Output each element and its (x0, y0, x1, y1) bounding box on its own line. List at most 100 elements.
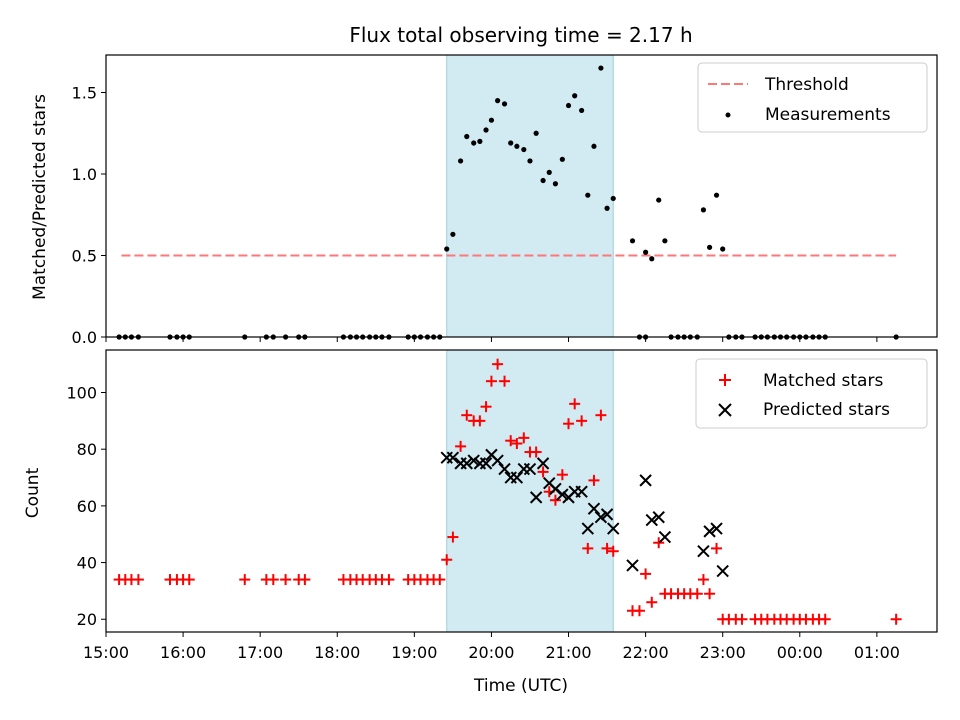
bottom-legend-box (695, 358, 928, 429)
predicted-star-point (716, 564, 729, 578)
matched-star-point (607, 545, 619, 557)
predicted-star-point (703, 525, 716, 538)
predicted-star-point (626, 559, 639, 572)
matched-star-point (132, 574, 144, 586)
measurement-point (591, 143, 597, 149)
top-legend: Threshold Measurements (697, 62, 928, 133)
bottom-plot: 20 40 60 80 100 15:00 16:00 17:00 18:00 19:00 20:… (23, 349, 938, 696)
measurement-point (508, 140, 514, 146)
top-legend-box (697, 62, 928, 133)
matched-star-point (569, 398, 581, 410)
measurement-point (495, 98, 501, 104)
matched-star-point (890, 613, 902, 625)
matched-star-point (441, 554, 453, 566)
matched-star-point (461, 409, 473, 421)
matched-star-point (633, 605, 645, 617)
bottom-y-axis-label: Count (23, 467, 43, 518)
measurement-point (521, 146, 527, 153)
x-tick-label: 21:00 (545, 643, 591, 662)
legend-matched-label: Matched stars (763, 371, 883, 391)
matched-star-point (819, 613, 831, 625)
x-tick-label: 23:00 (700, 643, 746, 662)
measurement-point (540, 177, 546, 184)
measurement-point (546, 169, 552, 175)
predicted-star-point (607, 522, 620, 535)
x-tick-label: 18:00 (314, 643, 360, 662)
x-tick-label: 15:00 (83, 643, 129, 662)
top-plot-frame (105, 54, 938, 338)
predicted-star-point (575, 485, 588, 498)
measurement-point (464, 133, 470, 140)
predicted-star-point (467, 454, 480, 467)
measurement-point (565, 102, 572, 109)
measurement-point (598, 65, 604, 71)
legend-threshold-label: Threshold (764, 75, 849, 95)
matched-star-point (474, 415, 486, 427)
matched-star-point (183, 574, 195, 586)
top-y-tick-label: 0.5 (72, 246, 97, 265)
figure-title: Flux total observing time = 2.17 h (349, 23, 692, 47)
predicted-star-point (479, 457, 493, 470)
matched-star-point (280, 574, 292, 586)
matched-star-point (691, 588, 703, 600)
predicted-star-point (536, 457, 550, 470)
legend-predicted-label: Predicted stars (763, 400, 890, 420)
matched-star-point (485, 375, 497, 387)
bottom-y-tick-label: 40 (77, 554, 97, 573)
x-tick-label: 19:00 (391, 643, 437, 662)
matched-star-point (595, 409, 607, 421)
matched-star-point (447, 531, 459, 543)
predicted-star-point (652, 511, 665, 524)
measurement-point (527, 158, 533, 164)
measurement-point (713, 192, 720, 198)
x-tick-label: 16:00 (160, 643, 206, 662)
predicted-star-point (587, 502, 601, 515)
measurement-point (572, 93, 578, 99)
measurement-point (552, 181, 559, 187)
measurement-point (559, 156, 565, 162)
matched-star-point (697, 574, 709, 586)
x-axis-label: Time (UTC) (473, 676, 568, 696)
matched-star-point (704, 588, 716, 600)
matched-star-point (640, 568, 652, 580)
measurement-point (649, 256, 655, 262)
measurement-point (643, 249, 649, 255)
measurement-point (720, 246, 726, 252)
top-y-axis-label: Matched/Predicted stars (30, 94, 50, 300)
measurement-point (579, 107, 585, 114)
measurement-point (514, 143, 520, 149)
measurement-point (477, 138, 483, 144)
matched-star-point (549, 494, 561, 506)
measurement-point (501, 101, 508, 107)
top-y-tick-label: 0.0 (72, 328, 97, 347)
predicted-star-point (594, 511, 608, 524)
predicted-star-point (498, 462, 511, 476)
measurement-point (662, 238, 668, 244)
bottom-y-tick-label: 20 (77, 610, 97, 629)
legend-measurements-label: Measurements (765, 105, 891, 125)
predicted-star-point (491, 454, 504, 467)
matched-star-point (537, 466, 549, 478)
predicted-star-point (645, 513, 658, 527)
measurement-point (585, 192, 591, 198)
matched-star-point (530, 446, 542, 458)
predicted-star-point (697, 545, 710, 558)
measurement-point (488, 117, 495, 123)
predicted-star-point (658, 530, 672, 544)
legend-predicted-swatch (718, 403, 732, 417)
matched-star-point (239, 574, 251, 586)
matched-star-point (455, 440, 467, 452)
legend-measurements-swatch (725, 112, 731, 118)
matched-star-point (492, 358, 504, 370)
top-plot: 0.0 0.5 1.0 1.5 Matched/Predicted stars Thr… (30, 54, 938, 347)
top-y-tick-label: 1.5 (72, 83, 97, 102)
measurement-point (656, 197, 662, 203)
bottom-shaded-region (446, 349, 614, 633)
predicted-star-point (710, 522, 723, 535)
matched-star-point (434, 574, 446, 586)
matched-star-point (563, 418, 575, 430)
top-y-tick-label: 1.0 (72, 165, 97, 184)
matched-star-point (646, 596, 658, 608)
matched-star-point (653, 537, 665, 549)
